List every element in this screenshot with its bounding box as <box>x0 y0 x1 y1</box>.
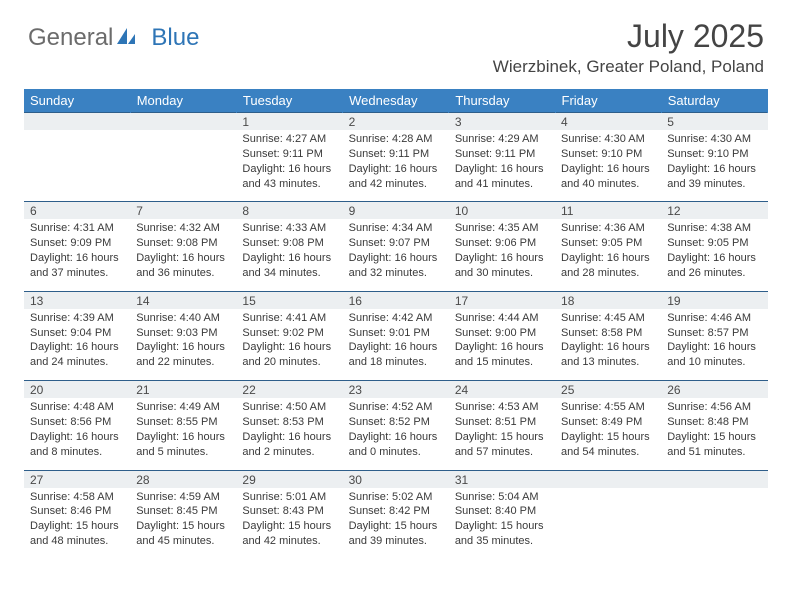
day-number: 9 <box>343 202 449 220</box>
daynum-row: 13141516171819 <box>24 291 768 309</box>
month-title: July 2025 <box>493 18 764 55</box>
day-number: 12 <box>661 202 767 220</box>
day-data: Sunrise: 4:45 AMSunset: 8:58 PMDaylight:… <box>555 309 661 381</box>
day-data: Sunrise: 4:35 AMSunset: 9:06 PMDaylight:… <box>449 219 555 291</box>
day-number: 11 <box>555 202 661 220</box>
daynum-row: 6789101112 <box>24 202 768 220</box>
daynum-row: 20212223242526 <box>24 381 768 399</box>
day-number: 31 <box>449 470 555 488</box>
day-number: 7 <box>130 202 236 220</box>
day-data: Sunrise: 4:39 AMSunset: 9:04 PMDaylight:… <box>24 309 130 381</box>
title-block: July 2025 Wierzbinek, Greater Poland, Po… <box>493 18 764 77</box>
day-number: 17 <box>449 291 555 309</box>
daydata-row: Sunrise: 4:48 AMSunset: 8:56 PMDaylight:… <box>24 398 768 470</box>
day-number: 14 <box>130 291 236 309</box>
day-number: 29 <box>236 470 342 488</box>
empty-daydata <box>555 488 661 559</box>
day-data: Sunrise: 4:55 AMSunset: 8:49 PMDaylight:… <box>555 398 661 470</box>
day-number: 24 <box>449 381 555 399</box>
empty-daynum <box>24 113 130 131</box>
day-data: Sunrise: 5:01 AMSunset: 8:43 PMDaylight:… <box>236 488 342 559</box>
daydata-row: Sunrise: 4:27 AMSunset: 9:11 PMDaylight:… <box>24 130 768 202</box>
day-data: Sunrise: 4:49 AMSunset: 8:55 PMDaylight:… <box>130 398 236 470</box>
day-number: 19 <box>661 291 767 309</box>
day-data: Sunrise: 4:29 AMSunset: 9:11 PMDaylight:… <box>449 130 555 202</box>
daydata-row: Sunrise: 4:39 AMSunset: 9:04 PMDaylight:… <box>24 309 768 381</box>
day-data: Sunrise: 4:38 AMSunset: 9:05 PMDaylight:… <box>661 219 767 291</box>
day-number: 8 <box>236 202 342 220</box>
day-number: 28 <box>130 470 236 488</box>
day-data: Sunrise: 4:40 AMSunset: 9:03 PMDaylight:… <box>130 309 236 381</box>
weekday-header: Thursday <box>449 89 555 113</box>
empty-daynum <box>661 470 767 488</box>
weekday-header: Friday <box>555 89 661 113</box>
day-data: Sunrise: 4:50 AMSunset: 8:53 PMDaylight:… <box>236 398 342 470</box>
day-number: 20 <box>24 381 130 399</box>
day-data: Sunrise: 4:32 AMSunset: 9:08 PMDaylight:… <box>130 219 236 291</box>
day-number: 2 <box>343 113 449 131</box>
day-number: 22 <box>236 381 342 399</box>
day-number: 30 <box>343 470 449 488</box>
day-number: 25 <box>555 381 661 399</box>
location: Wierzbinek, Greater Poland, Poland <box>493 57 764 77</box>
day-data: Sunrise: 4:58 AMSunset: 8:46 PMDaylight:… <box>24 488 130 559</box>
header: General Blue July 2025 Wierzbinek, Great… <box>0 0 792 81</box>
day-number: 27 <box>24 470 130 488</box>
day-data: Sunrise: 4:33 AMSunset: 9:08 PMDaylight:… <box>236 219 342 291</box>
day-number: 1 <box>236 113 342 131</box>
day-number: 10 <box>449 202 555 220</box>
daynum-row: 12345 <box>24 113 768 131</box>
logo-sail-icon <box>115 26 137 51</box>
empty-daydata <box>661 488 767 559</box>
day-number: 26 <box>661 381 767 399</box>
day-number: 15 <box>236 291 342 309</box>
weekday-header-row: SundayMondayTuesdayWednesdayThursdayFrid… <box>24 89 768 113</box>
empty-daynum <box>130 113 236 131</box>
day-number: 5 <box>661 113 767 131</box>
empty-daynum <box>555 470 661 488</box>
day-number: 6 <box>24 202 130 220</box>
day-data: Sunrise: 5:04 AMSunset: 8:40 PMDaylight:… <box>449 488 555 559</box>
day-number: 13 <box>24 291 130 309</box>
day-data: Sunrise: 4:30 AMSunset: 9:10 PMDaylight:… <box>555 130 661 202</box>
weekday-header: Sunday <box>24 89 130 113</box>
day-number: 23 <box>343 381 449 399</box>
day-number: 3 <box>449 113 555 131</box>
logo-text-blue: Blue <box>151 24 199 52</box>
daydata-row: Sunrise: 4:58 AMSunset: 8:46 PMDaylight:… <box>24 488 768 559</box>
day-data: Sunrise: 4:44 AMSunset: 9:00 PMDaylight:… <box>449 309 555 381</box>
day-number: 18 <box>555 291 661 309</box>
day-data: Sunrise: 4:59 AMSunset: 8:45 PMDaylight:… <box>130 488 236 559</box>
logo-text-general: General <box>28 24 113 52</box>
calendar: SundayMondayTuesdayWednesdayThursdayFrid… <box>24 89 768 559</box>
day-data: Sunrise: 4:56 AMSunset: 8:48 PMDaylight:… <box>661 398 767 470</box>
day-data: Sunrise: 4:53 AMSunset: 8:51 PMDaylight:… <box>449 398 555 470</box>
day-data: Sunrise: 5:02 AMSunset: 8:42 PMDaylight:… <box>343 488 449 559</box>
weekday-header: Tuesday <box>236 89 342 113</box>
weekday-header: Monday <box>130 89 236 113</box>
day-data: Sunrise: 4:27 AMSunset: 9:11 PMDaylight:… <box>236 130 342 202</box>
day-data: Sunrise: 4:31 AMSunset: 9:09 PMDaylight:… <box>24 219 130 291</box>
day-number: 16 <box>343 291 449 309</box>
weekday-header: Saturday <box>661 89 767 113</box>
day-data: Sunrise: 4:52 AMSunset: 8:52 PMDaylight:… <box>343 398 449 470</box>
day-data: Sunrise: 4:34 AMSunset: 9:07 PMDaylight:… <box>343 219 449 291</box>
day-data: Sunrise: 4:28 AMSunset: 9:11 PMDaylight:… <box>343 130 449 202</box>
day-data: Sunrise: 4:46 AMSunset: 8:57 PMDaylight:… <box>661 309 767 381</box>
day-number: 21 <box>130 381 236 399</box>
day-data: Sunrise: 4:42 AMSunset: 9:01 PMDaylight:… <box>343 309 449 381</box>
day-data: Sunrise: 4:41 AMSunset: 9:02 PMDaylight:… <box>236 309 342 381</box>
day-number: 4 <box>555 113 661 131</box>
daydata-row: Sunrise: 4:31 AMSunset: 9:09 PMDaylight:… <box>24 219 768 291</box>
weekday-header: Wednesday <box>343 89 449 113</box>
empty-daydata <box>130 130 236 202</box>
day-data: Sunrise: 4:36 AMSunset: 9:05 PMDaylight:… <box>555 219 661 291</box>
daynum-row: 2728293031 <box>24 470 768 488</box>
day-data: Sunrise: 4:48 AMSunset: 8:56 PMDaylight:… <box>24 398 130 470</box>
logo: General Blue <box>28 18 199 52</box>
empty-daydata <box>24 130 130 202</box>
day-data: Sunrise: 4:30 AMSunset: 9:10 PMDaylight:… <box>661 130 767 202</box>
